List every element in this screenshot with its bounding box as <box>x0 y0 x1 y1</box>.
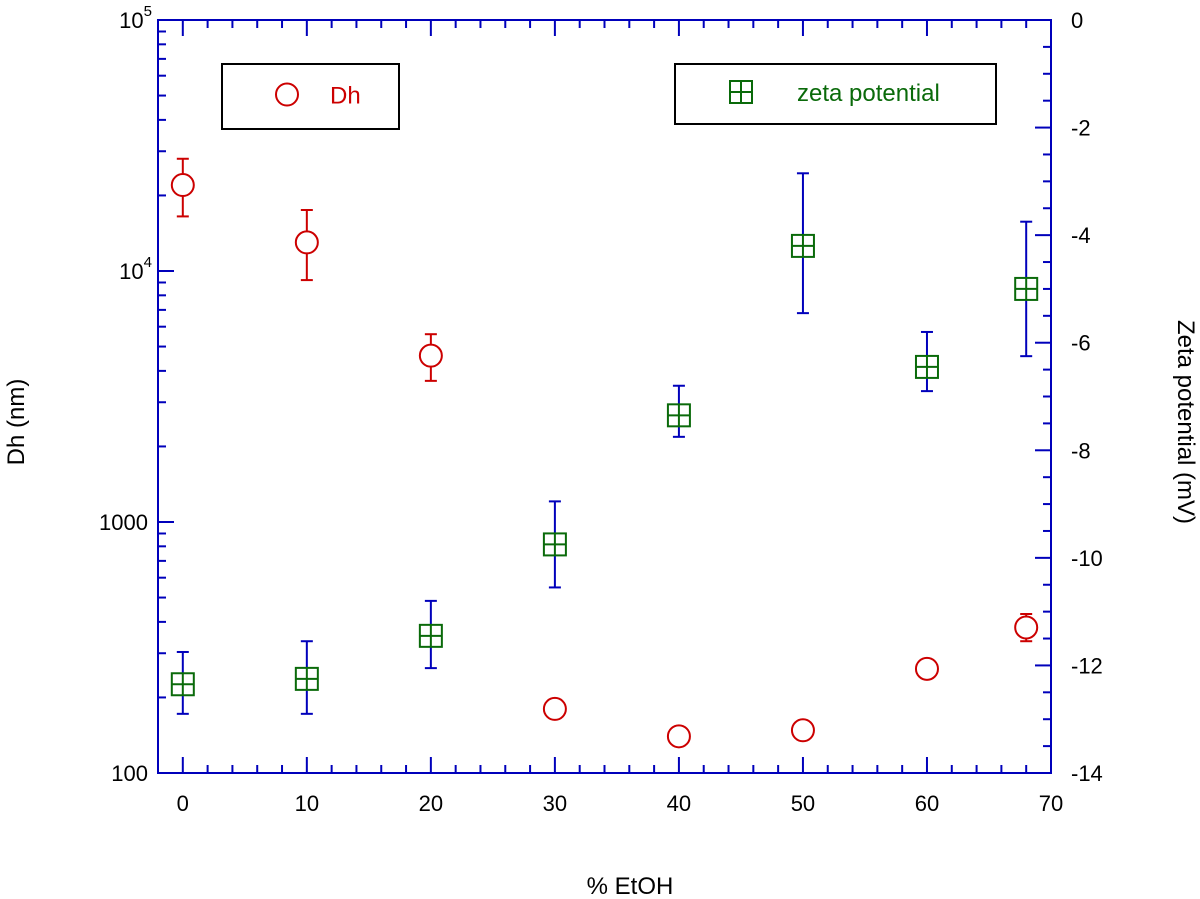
dh-marker <box>275 82 299 107</box>
y-right-tick-label: -10 <box>1071 546 1103 571</box>
data-group <box>170 157 1039 749</box>
y-left-axis-title: Dh (nm) <box>3 379 30 466</box>
y-left-tick-base: 100 <box>111 761 148 786</box>
x-axis-title: % EtOH <box>587 873 674 899</box>
zeta-series <box>170 172 1039 715</box>
legend-box <box>674 63 997 125</box>
legend-label: zeta potential <box>797 80 940 107</box>
x-tick-label: 30 <box>543 791 567 816</box>
y-left-tick-base: 10 <box>119 259 143 284</box>
x-tick-label: 10 <box>295 791 319 816</box>
legend-group: Dh zeta potential <box>221 63 997 130</box>
x-tick-label: 40 <box>667 791 691 816</box>
y-right-tick-label: -2 <box>1071 116 1091 141</box>
legend-zeta: zeta potential <box>674 63 997 125</box>
y-left-tick-label: 104 <box>119 254 152 284</box>
dh-marker <box>914 656 939 681</box>
dh-marker <box>542 696 567 721</box>
y-right-tick-label: 0 <box>1071 8 1083 33</box>
y-left-tick-label: 100 <box>111 761 148 786</box>
legend-box <box>221 63 400 130</box>
y-left-tick-exponent: 4 <box>144 254 152 271</box>
dh-marker <box>666 724 691 749</box>
y-right-tick-label: -8 <box>1071 438 1091 463</box>
y-left-tick-label: 105 <box>119 3 152 33</box>
x-tick-label: 60 <box>915 791 939 816</box>
dh-marker <box>1014 615 1039 640</box>
ticks-group <box>157 19 1052 774</box>
dh-marker <box>170 173 195 198</box>
y-right-tick-label: -12 <box>1071 653 1103 678</box>
y-left-tick-base: 1000 <box>99 510 148 535</box>
y-left-tick-base: 10 <box>119 8 143 33</box>
x-tick-label: 70 <box>1039 791 1063 816</box>
dh-marker <box>418 343 443 368</box>
y-right-tick-label: -6 <box>1071 331 1091 356</box>
dh-series <box>170 157 1039 749</box>
x-tick-label: 0 <box>177 791 189 816</box>
y-right-tick-label: -4 <box>1071 223 1091 248</box>
zeta-marker <box>170 672 195 697</box>
zeta-marker <box>729 80 753 104</box>
dh-marker <box>294 230 319 255</box>
legend-dh: Dh <box>221 63 400 130</box>
y-right-axis-title: Zeta potential (mV) <box>1172 320 1199 524</box>
zeta-marker <box>666 403 691 428</box>
zeta-marker <box>542 532 567 557</box>
zeta-marker <box>790 233 815 258</box>
dh-marker <box>790 718 815 743</box>
zeta-marker <box>914 354 939 379</box>
y-left-tick-label: 1000 <box>99 510 148 535</box>
x-tick-label: 50 <box>791 791 815 816</box>
zeta-marker <box>294 666 319 691</box>
y-left-tick-exponent: 5 <box>144 3 152 20</box>
legend-label: Dh <box>330 83 361 110</box>
x-tick-label: 20 <box>419 791 443 816</box>
y-right-tick-label: -14 <box>1071 761 1103 786</box>
zeta-marker <box>1014 276 1039 301</box>
zeta-marker <box>418 623 443 648</box>
